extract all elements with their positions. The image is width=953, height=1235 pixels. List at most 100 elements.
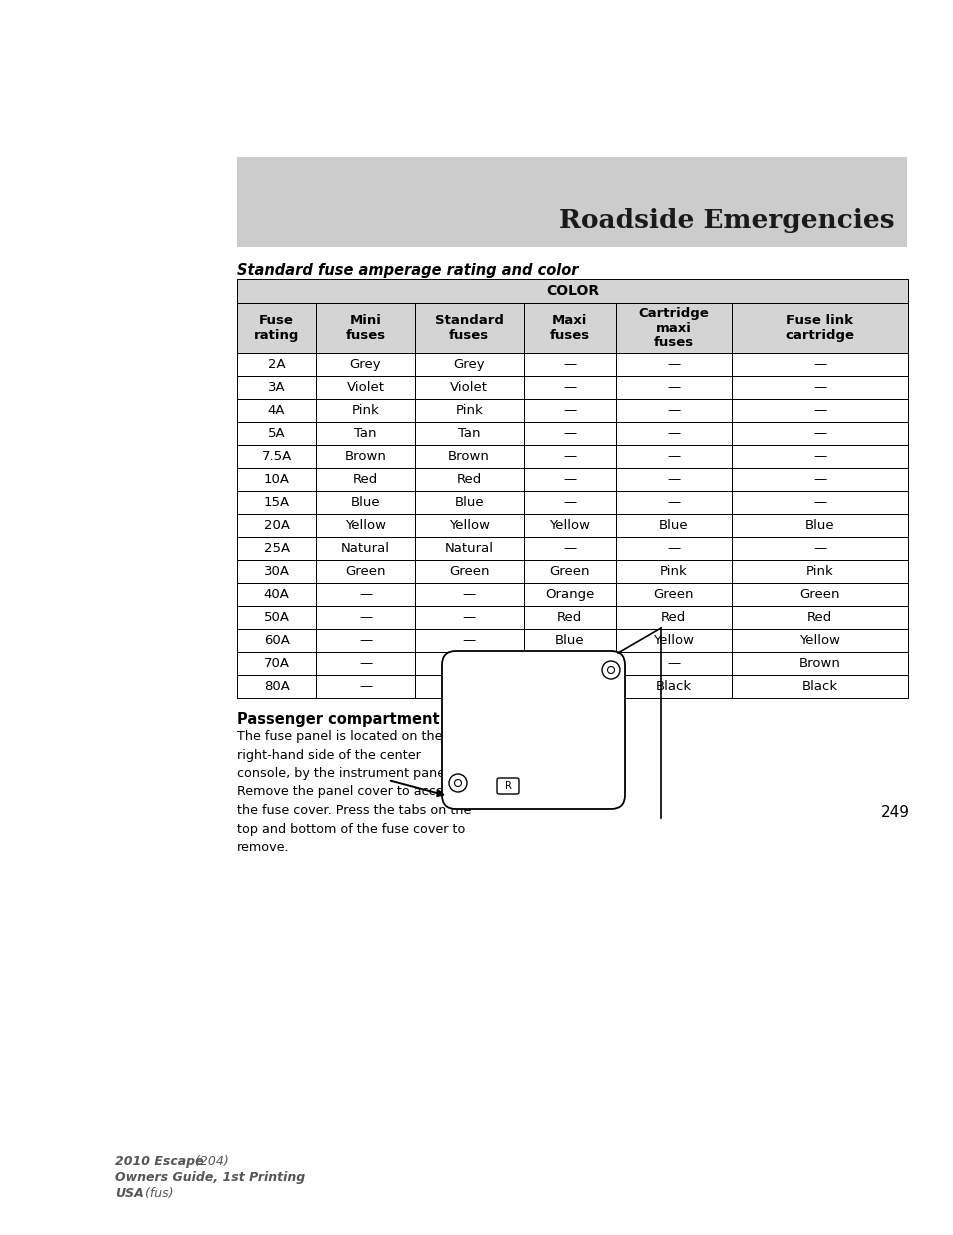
Bar bbox=[315, 399, 415, 422]
Text: —: — bbox=[462, 588, 476, 601]
Bar bbox=[415, 606, 523, 629]
Text: Yellow: Yellow bbox=[448, 519, 489, 532]
Text: —: — bbox=[562, 473, 576, 487]
Bar bbox=[523, 559, 616, 583]
Bar bbox=[315, 537, 415, 559]
Bar bbox=[315, 353, 415, 375]
Bar bbox=[415, 353, 523, 375]
Text: —: — bbox=[812, 542, 825, 555]
Text: (204): (204) bbox=[191, 1155, 229, 1168]
Bar bbox=[616, 537, 731, 559]
Text: —: — bbox=[462, 634, 476, 647]
Bar bbox=[415, 583, 523, 606]
Bar bbox=[415, 375, 523, 399]
Bar bbox=[523, 537, 616, 559]
Text: —: — bbox=[562, 358, 576, 370]
Text: Yellow: Yellow bbox=[653, 634, 694, 647]
Bar bbox=[236, 468, 315, 492]
Text: 3A: 3A bbox=[268, 382, 285, 394]
Bar bbox=[523, 468, 616, 492]
Text: 10A: 10A bbox=[263, 473, 290, 487]
Bar bbox=[616, 468, 731, 492]
Bar bbox=[236, 353, 315, 375]
Bar bbox=[415, 422, 523, 445]
Text: Fuse link
cartridge: Fuse link cartridge bbox=[784, 314, 853, 342]
Text: Green: Green bbox=[345, 564, 385, 578]
Bar bbox=[616, 537, 731, 559]
Bar bbox=[236, 629, 315, 652]
Text: Green: Green bbox=[549, 564, 590, 578]
Text: —: — bbox=[562, 404, 576, 417]
Text: —: — bbox=[562, 496, 576, 509]
Text: Blue: Blue bbox=[659, 519, 688, 532]
Bar bbox=[236, 468, 315, 492]
Bar bbox=[523, 399, 616, 422]
Bar bbox=[236, 375, 315, 399]
Bar bbox=[236, 303, 315, 353]
Bar bbox=[315, 652, 415, 676]
Bar bbox=[236, 492, 315, 514]
Text: 20A: 20A bbox=[263, 519, 290, 532]
Text: 2A: 2A bbox=[268, 358, 285, 370]
Bar bbox=[415, 652, 523, 676]
Text: —: — bbox=[666, 404, 679, 417]
Bar bbox=[731, 606, 907, 629]
Bar bbox=[523, 468, 616, 492]
Bar bbox=[616, 422, 731, 445]
Bar bbox=[523, 514, 616, 537]
Bar bbox=[616, 629, 731, 652]
Bar bbox=[236, 353, 315, 375]
Bar bbox=[731, 353, 907, 375]
Text: Maxi
fuses: Maxi fuses bbox=[549, 314, 589, 342]
Bar bbox=[523, 353, 616, 375]
Text: 80A: 80A bbox=[263, 680, 289, 693]
Bar bbox=[415, 422, 523, 445]
Bar bbox=[523, 652, 616, 676]
Bar bbox=[523, 303, 616, 353]
Bar bbox=[731, 652, 907, 676]
Bar bbox=[315, 537, 415, 559]
Text: 40A: 40A bbox=[263, 588, 289, 601]
Bar bbox=[236, 279, 907, 303]
Bar bbox=[731, 514, 907, 537]
Bar bbox=[315, 676, 415, 698]
Bar bbox=[731, 583, 907, 606]
Text: Grey: Grey bbox=[453, 358, 484, 370]
Bar bbox=[236, 279, 907, 303]
Text: Blue: Blue bbox=[351, 496, 380, 509]
Bar bbox=[415, 399, 523, 422]
Text: —: — bbox=[666, 542, 679, 555]
Bar bbox=[236, 676, 315, 698]
Text: —: — bbox=[666, 427, 679, 440]
Bar bbox=[523, 583, 616, 606]
Bar bbox=[523, 676, 616, 698]
Text: —: — bbox=[358, 680, 372, 693]
Bar bbox=[315, 445, 415, 468]
Bar bbox=[315, 629, 415, 652]
Bar bbox=[236, 606, 315, 629]
Bar bbox=[415, 514, 523, 537]
Bar bbox=[523, 559, 616, 583]
FancyBboxPatch shape bbox=[497, 778, 518, 794]
Bar bbox=[315, 629, 415, 652]
Bar bbox=[616, 445, 731, 468]
Bar bbox=[415, 468, 523, 492]
Text: 60A: 60A bbox=[263, 634, 289, 647]
Bar bbox=[523, 583, 616, 606]
Bar bbox=[523, 492, 616, 514]
Bar bbox=[731, 468, 907, 492]
Text: —: — bbox=[666, 496, 679, 509]
Bar bbox=[415, 514, 523, 537]
Text: —: — bbox=[358, 657, 372, 671]
Text: —: — bbox=[666, 450, 679, 463]
Bar bbox=[315, 606, 415, 629]
Bar bbox=[616, 652, 731, 676]
Bar bbox=[616, 559, 731, 583]
Bar bbox=[616, 375, 731, 399]
Bar bbox=[616, 303, 731, 353]
Text: —: — bbox=[562, 382, 576, 394]
Text: Tan: Tan bbox=[558, 657, 580, 671]
Bar bbox=[731, 537, 907, 559]
Text: Red: Red bbox=[557, 611, 582, 624]
Text: Yellow: Yellow bbox=[345, 519, 386, 532]
